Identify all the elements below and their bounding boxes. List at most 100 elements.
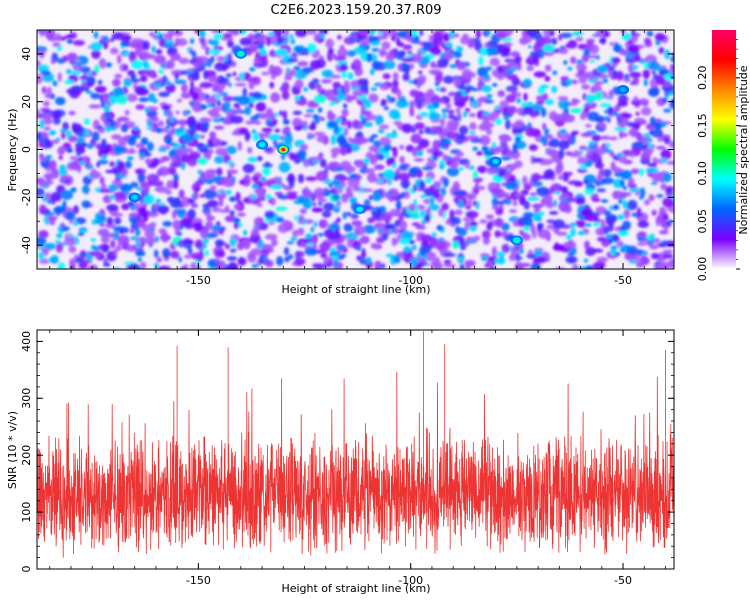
heatmap-cell (661, 97, 668, 104)
heatmap-cell (491, 197, 499, 208)
heatmap-cell (170, 52, 181, 61)
heatmap-cell (197, 169, 202, 175)
heatmap-cell (342, 211, 348, 220)
heatmap-cell (598, 122, 607, 129)
heatmap-cell (110, 47, 119, 55)
heatmap-cell (474, 185, 486, 191)
heatmap-cell (183, 147, 194, 153)
heatmap-cell (535, 109, 540, 117)
heatmap-cell (318, 30, 329, 35)
heatmap-cell (301, 67, 315, 73)
heatmap-cell (312, 263, 323, 267)
heatmap-cell (465, 262, 471, 269)
heatmap-cell (358, 236, 370, 245)
heatmap-cell (176, 119, 190, 126)
heatmap-cell (120, 124, 129, 133)
heatmap-cell (576, 220, 587, 228)
heatmap-cell (165, 32, 173, 43)
heatmap-cell (169, 40, 174, 48)
heatmap-cell (447, 114, 456, 119)
heatmap-cell (113, 191, 127, 200)
heatmap-y-axis-label: Frequency (Hz) (6, 109, 19, 192)
heatmap-cell (106, 217, 114, 225)
heatmap-cell (580, 132, 593, 137)
heatmap-cell (382, 211, 393, 223)
heatmap-cell (54, 33, 62, 42)
heatmap-cell (265, 161, 270, 167)
peak-ring (494, 160, 498, 163)
heatmap-cell (591, 134, 601, 142)
heatmap-cell (157, 120, 165, 127)
heatmap-cell (558, 201, 571, 212)
heatmap-cell (599, 135, 611, 140)
heatmap-cell (494, 105, 500, 110)
heatmap-cell (60, 222, 65, 227)
heatmap-cell (232, 71, 237, 77)
heatmap-cell (347, 178, 360, 188)
x-tick-label: -100 (398, 574, 423, 587)
heatmap-cell (628, 128, 637, 137)
heatmap-cell (584, 159, 593, 167)
heatmap-cell (52, 42, 61, 47)
heatmap-cell (478, 56, 484, 66)
heatmap-cell (180, 208, 187, 216)
peak-ring (239, 52, 243, 56)
heatmap-cell (94, 64, 100, 73)
heatmap-cell (417, 74, 427, 84)
heatmap-cell (341, 108, 349, 118)
heatmap-cell (388, 109, 400, 119)
heatmap-cell (347, 72, 354, 80)
heatmap-cell (409, 240, 415, 245)
heatmap-cell (630, 168, 641, 175)
heatmap-cell (282, 30, 290, 37)
heatmap-cell (106, 204, 119, 212)
heatmap-cell (494, 230, 502, 238)
heatmap-cell (321, 70, 326, 76)
heatmap-cell (105, 62, 112, 68)
heatmap-cell (182, 217, 194, 224)
heatmap-cell (142, 40, 150, 51)
heatmap-cell (277, 194, 282, 199)
heatmap-cell (533, 71, 547, 78)
heatmap-cell (452, 51, 463, 59)
heatmap-cell (186, 70, 194, 75)
heatmap-cell (117, 116, 130, 122)
heatmap-cell (87, 264, 98, 269)
heatmap-cell (130, 73, 137, 79)
heatmap-cell (65, 211, 76, 221)
heatmap-cell (386, 157, 396, 166)
heatmap-cell (644, 39, 653, 48)
heatmap-cell (187, 208, 196, 220)
heatmap-cell (553, 191, 562, 195)
heatmap-cell (65, 34, 74, 39)
heatmap-cell (450, 216, 461, 225)
heatmap-cell (310, 226, 315, 233)
heatmap-cell (427, 204, 440, 211)
heatmap-cell (64, 236, 76, 246)
heatmap-cell (376, 121, 381, 126)
heatmap-cell (430, 125, 439, 133)
heatmap-cell (386, 94, 391, 101)
heatmap-x-axis-label: Height of straight line (km) (281, 283, 430, 296)
heatmap-cell (612, 61, 618, 67)
heatmap-cell (192, 61, 205, 67)
heatmap-cell (129, 228, 135, 234)
heatmap-cell (425, 177, 433, 184)
heatmap-cell (276, 256, 284, 266)
heatmap-cell (43, 30, 56, 37)
heatmap-cell (286, 194, 299, 200)
heatmap-cell (191, 203, 199, 208)
heatmap-cell (576, 59, 583, 64)
heatmap-cell (98, 188, 111, 193)
heatmap-cell (492, 146, 506, 153)
heatmap-cell (613, 204, 619, 210)
peak-ring (260, 143, 264, 146)
heatmap-cell (146, 109, 158, 119)
heatmap-cell (108, 95, 117, 105)
heatmap-cell (295, 30, 307, 38)
heatmap-cell (214, 257, 220, 264)
heatmap-cell (502, 30, 514, 36)
heatmap-cell (305, 176, 318, 182)
heatmap-cell (167, 110, 173, 119)
heatmap-cell (46, 155, 52, 159)
